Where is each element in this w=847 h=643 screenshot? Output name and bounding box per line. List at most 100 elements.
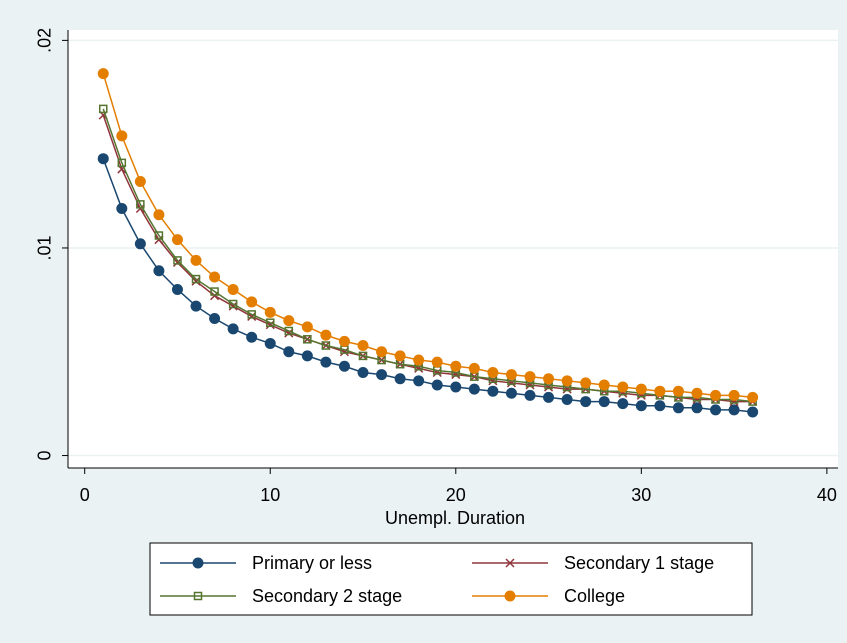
marker <box>134 176 146 188</box>
marker <box>728 404 740 416</box>
marker <box>431 379 443 391</box>
marker <box>710 389 722 401</box>
marker <box>654 385 666 397</box>
marker <box>376 369 388 381</box>
marker <box>247 311 257 321</box>
marker <box>561 393 573 405</box>
marker <box>153 265 165 277</box>
legend-label: Primary or less <box>252 553 372 573</box>
marker <box>524 371 536 383</box>
marker <box>227 283 239 295</box>
legend-marker <box>193 591 203 601</box>
marker <box>265 318 275 327</box>
marker <box>394 373 406 385</box>
marker <box>654 400 666 412</box>
marker <box>505 369 517 381</box>
marker <box>264 337 276 349</box>
marker <box>301 350 313 362</box>
marker <box>116 203 128 215</box>
marker <box>136 200 145 209</box>
marker <box>264 306 276 318</box>
marker <box>487 367 499 379</box>
legend-label: Secondary 2 stage <box>252 586 402 606</box>
marker <box>321 341 331 350</box>
marker <box>413 375 425 387</box>
y-tick-label: 0 <box>35 451 55 461</box>
marker <box>376 346 388 358</box>
marker <box>303 335 312 344</box>
marker <box>134 238 146 250</box>
marker <box>99 104 108 114</box>
legend-marker <box>192 557 204 569</box>
marker <box>191 276 201 286</box>
marker <box>283 346 295 358</box>
marker <box>691 387 703 399</box>
y-tick-label: .01 <box>35 235 55 260</box>
marker <box>747 406 759 418</box>
legend-label: College <box>564 586 625 606</box>
marker <box>561 375 573 387</box>
marker <box>209 313 221 325</box>
x-tick-label: 10 <box>260 485 280 505</box>
marker <box>358 351 368 361</box>
marker <box>617 398 629 410</box>
marker <box>301 321 313 333</box>
marker <box>191 274 201 284</box>
marker <box>171 283 183 295</box>
marker <box>190 300 202 312</box>
marker <box>210 287 219 296</box>
marker <box>320 356 332 368</box>
marker <box>283 315 295 327</box>
marker <box>228 299 238 309</box>
marker <box>284 326 294 336</box>
marker <box>246 296 258 308</box>
marker <box>320 329 332 341</box>
x-tick-label: 0 <box>80 485 90 505</box>
marker <box>209 271 221 283</box>
marker <box>617 381 629 393</box>
marker <box>246 331 258 343</box>
plot-area <box>68 30 838 468</box>
legend-marker <box>505 558 515 568</box>
legend <box>149 542 753 616</box>
marker <box>543 391 555 403</box>
marker <box>672 385 684 397</box>
marker <box>580 377 592 389</box>
marker <box>153 209 165 221</box>
marker <box>97 68 109 80</box>
marker <box>117 158 127 168</box>
x-tick-label: 20 <box>446 485 466 505</box>
marker <box>227 323 239 335</box>
legend-label: Secondary 1 stage <box>564 553 714 573</box>
marker <box>357 340 369 352</box>
marker <box>338 335 350 347</box>
marker <box>672 402 684 414</box>
marker <box>728 389 740 401</box>
marker <box>172 257 183 268</box>
marker <box>116 130 128 142</box>
marker <box>543 373 555 385</box>
marker <box>710 404 722 416</box>
marker <box>173 256 182 265</box>
marker <box>247 310 256 319</box>
x-tick-label: 30 <box>631 485 651 505</box>
marker <box>487 385 499 397</box>
marker <box>524 389 536 401</box>
marker <box>598 396 610 408</box>
marker <box>747 391 759 403</box>
marker <box>468 383 480 395</box>
legend-marker <box>504 590 516 602</box>
marker <box>431 356 443 368</box>
marker <box>598 379 610 391</box>
x-tick-label: 40 <box>817 485 837 505</box>
marker <box>394 350 406 362</box>
marker <box>580 396 592 408</box>
marker <box>450 360 462 372</box>
marker <box>635 383 647 395</box>
marker <box>338 360 350 372</box>
y-tick-label: .02 <box>35 28 55 53</box>
marker <box>413 354 425 366</box>
marker <box>691 402 703 414</box>
marker <box>450 381 462 393</box>
marker <box>468 362 480 374</box>
